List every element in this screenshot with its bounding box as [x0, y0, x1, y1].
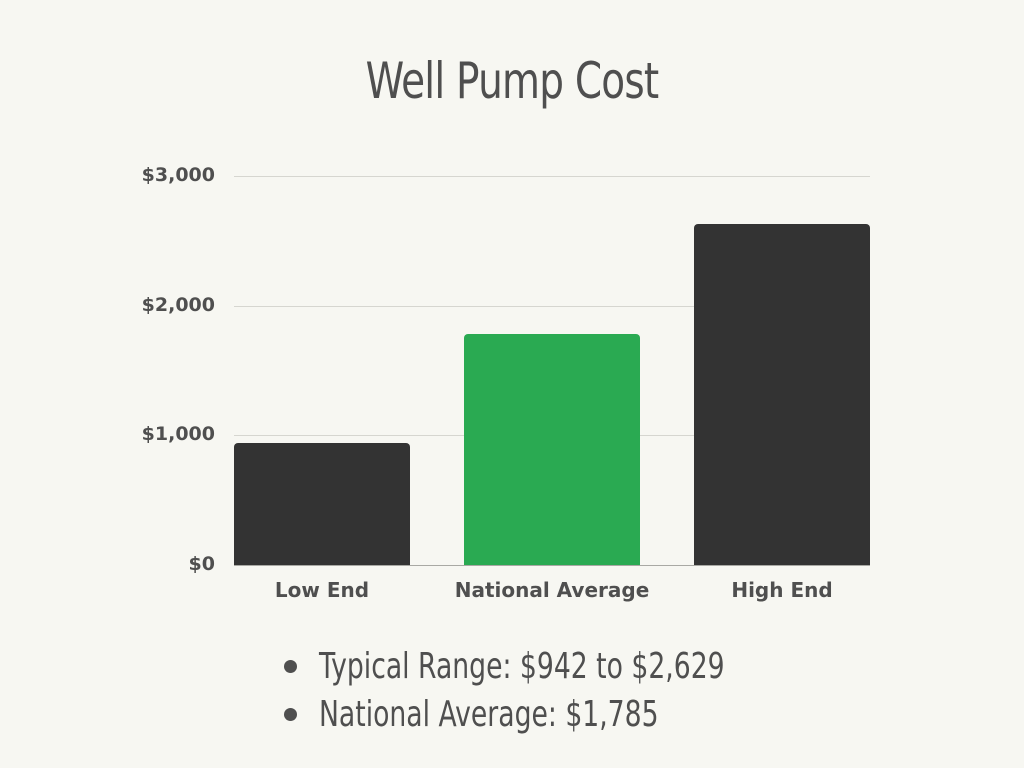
- summary-text: National Average: $1,785: [319, 693, 659, 735]
- summary-item-national-average: National Average: $1,785: [284, 690, 867, 738]
- x-label-high-end: High End: [731, 578, 833, 602]
- y-tick-label: $1,000: [141, 423, 215, 445]
- y-tick-label: $0: [188, 553, 215, 575]
- x-axis-baseline: [234, 565, 870, 566]
- bar-low-end: [234, 442, 410, 565]
- bar-high-end: [694, 224, 870, 565]
- gridline-3000: [234, 176, 870, 177]
- bullet-icon: [284, 707, 297, 721]
- y-tick-label: $2,000: [141, 294, 215, 316]
- summary-text: Typical Range: $942 to $2,629: [319, 645, 725, 687]
- x-label-national-average: National Average: [454, 578, 650, 602]
- gridline-2000: [234, 306, 870, 307]
- y-tick-label: $3,000: [141, 164, 215, 186]
- chart-title: Well Pump Cost: [365, 52, 660, 110]
- summary-item-typical-range: Typical Range: $942 to $2,629: [284, 642, 867, 690]
- bar-national-average: [464, 333, 640, 565]
- summary-list: Typical Range: $942 to $2,629 National A…: [284, 642, 867, 738]
- bullet-icon: [284, 659, 297, 673]
- x-label-low-end: Low End: [274, 578, 370, 602]
